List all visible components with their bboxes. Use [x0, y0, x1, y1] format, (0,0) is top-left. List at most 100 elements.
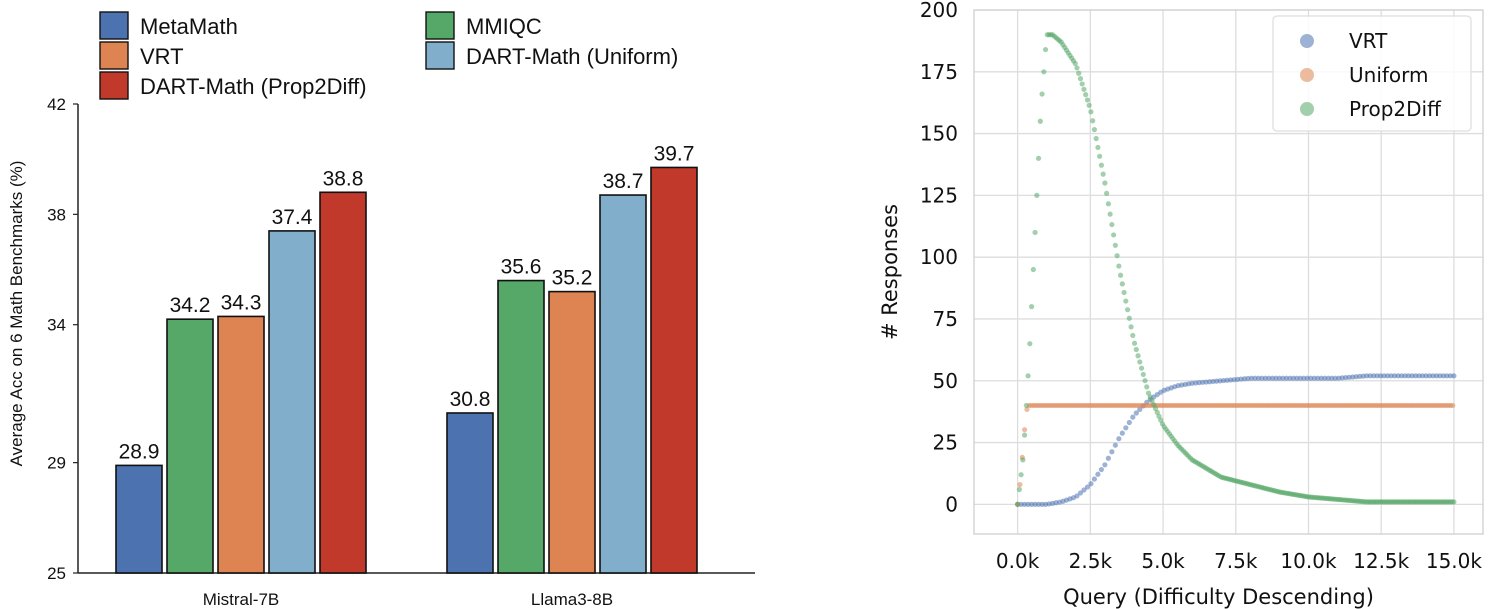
data-point [1017, 481, 1023, 488]
data-point [1112, 242, 1118, 248]
data-point [1084, 484, 1091, 490]
series-prop2diff [1015, 32, 1457, 507]
y-tick-label: 29 [47, 454, 66, 473]
data-point [1102, 462, 1108, 468]
legend-swatch [425, 11, 455, 40]
x-tick-label: Llama3-8B [531, 590, 613, 609]
data-point [1030, 266, 1036, 273]
bar [650, 166, 698, 574]
data-point [1081, 86, 1087, 92]
legend-label: VRT [1349, 29, 1388, 53]
data-point [1039, 91, 1045, 97]
x-tick-label: 15.0k [1426, 549, 1483, 573]
data-point [1027, 341, 1033, 347]
data-point [1119, 281, 1125, 287]
y-tick-label: 150 [920, 122, 958, 146]
legend-swatch [99, 71, 129, 100]
data-point [1142, 378, 1148, 384]
x-tick-label: 2.5k [1069, 549, 1113, 573]
data-point [1119, 430, 1125, 436]
data-point [1121, 289, 1127, 296]
data-point [1088, 109, 1094, 115]
y-tick-label: 34 [47, 316, 66, 335]
bar [268, 230, 316, 574]
legend-label: Uniform [1349, 63, 1429, 87]
bar-value-label: 39.7 [654, 142, 695, 165]
x-tick-label: 10.0k [1280, 549, 1337, 573]
y-tick-label: 38 [47, 205, 66, 224]
series-uniform [1015, 402, 1456, 507]
y-tick-label: 175 [920, 60, 958, 84]
legend-marker [1300, 68, 1314, 82]
plot-frame [973, 9, 1484, 535]
bar-value-label: 35.6 [501, 256, 542, 279]
data-point [1100, 171, 1106, 177]
data-point [1130, 332, 1136, 339]
y-tick-label: 0 [945, 492, 958, 516]
data-point [1131, 340, 1138, 346]
legend-label: VRT [140, 44, 184, 69]
data-point [1133, 410, 1139, 416]
data-point [1025, 373, 1031, 379]
data-point [1123, 298, 1129, 304]
data-point [1084, 97, 1091, 103]
data-point [1111, 232, 1117, 238]
data-point [1091, 127, 1098, 133]
data-point [1116, 436, 1122, 442]
data-point [1028, 304, 1035, 310]
y-axis-label: # Responses [878, 204, 902, 340]
data-point [1022, 427, 1028, 433]
y-tick-label: 200 [920, 0, 958, 22]
legend-marker [1300, 34, 1314, 48]
data-point [1035, 155, 1042, 161]
data-point [1095, 471, 1101, 477]
data-point [1074, 493, 1080, 499]
y-tick-label: 42 [47, 95, 66, 114]
y-tick-label: 50 [933, 369, 958, 393]
bar-value-label: 28.9 [119, 440, 160, 463]
bar-value-label: 35.2 [552, 267, 593, 290]
bar-value-label: 37.4 [272, 206, 313, 229]
legend-swatch [99, 11, 129, 40]
data-point [1091, 476, 1098, 482]
data-point [1095, 144, 1101, 151]
data-point [1098, 466, 1104, 473]
bar [446, 412, 494, 574]
data-point [1042, 46, 1049, 53]
data-point [1077, 76, 1084, 82]
legend-label: DART-Math (Prop2Diff) [140, 74, 367, 99]
y-tick-label: 100 [920, 245, 958, 269]
legend-label: MMIQC [466, 14, 542, 39]
data-point [1020, 457, 1026, 463]
y-tick-label: 25 [933, 431, 958, 455]
legend-swatch [425, 41, 455, 70]
bar [217, 315, 265, 574]
data-point [1016, 486, 1022, 493]
data-point [1023, 402, 1029, 409]
data-point [1034, 192, 1040, 198]
data-point [1090, 118, 1096, 124]
y-tick-label: 75 [933, 307, 958, 331]
bar-value-label: 38.7 [603, 170, 644, 193]
data-point [1128, 324, 1134, 330]
legend-box [1272, 15, 1472, 132]
data-point [1024, 406, 1030, 413]
data-point [1116, 263, 1122, 269]
x-tick-label: 0.0k [996, 549, 1040, 573]
bar-value-label: 38.8 [323, 167, 364, 190]
data-point [1114, 253, 1120, 259]
data-point [1107, 211, 1113, 217]
data-point [1135, 353, 1141, 359]
data-point [1105, 455, 1111, 461]
data-point [1126, 419, 1132, 426]
legend-label: Prop2Diff [1349, 97, 1442, 121]
x-tick-label: 7.5k [1214, 549, 1258, 573]
data-point [1450, 402, 1456, 409]
data-point [1123, 425, 1129, 431]
legend-marker [1300, 102, 1314, 116]
data-point [1076, 70, 1082, 76]
data-point [1105, 201, 1111, 207]
bar [319, 191, 367, 574]
data-point [1081, 487, 1087, 493]
